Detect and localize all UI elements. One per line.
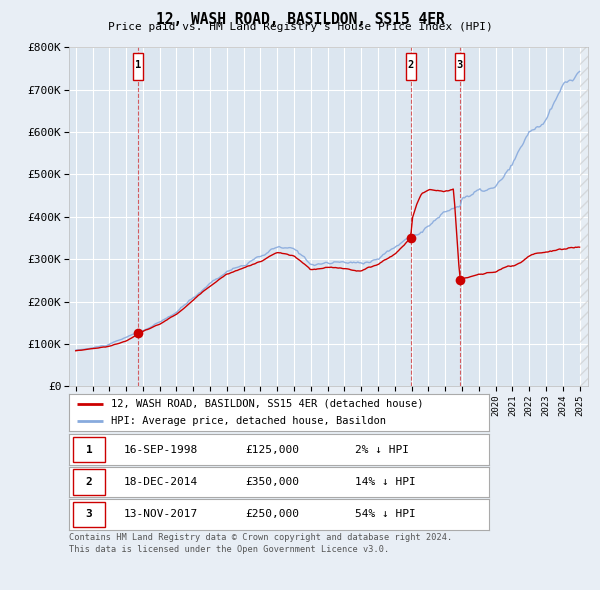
Text: 1: 1 (86, 445, 92, 454)
FancyBboxPatch shape (73, 502, 104, 527)
Text: £350,000: £350,000 (245, 477, 299, 487)
FancyBboxPatch shape (455, 53, 464, 80)
Text: 13-NOV-2017: 13-NOV-2017 (124, 510, 198, 519)
Text: 3: 3 (86, 510, 92, 519)
Text: 2: 2 (86, 477, 92, 487)
Text: £125,000: £125,000 (245, 445, 299, 454)
Text: £250,000: £250,000 (245, 510, 299, 519)
FancyBboxPatch shape (133, 53, 143, 80)
Text: 2% ↓ HPI: 2% ↓ HPI (355, 445, 409, 454)
FancyBboxPatch shape (73, 437, 104, 463)
Text: 2: 2 (408, 60, 414, 70)
Text: 54% ↓ HPI: 54% ↓ HPI (355, 510, 415, 519)
Text: 12, WASH ROAD, BASILDON, SS15 4ER (detached house): 12, WASH ROAD, BASILDON, SS15 4ER (detac… (111, 399, 424, 409)
Text: 12, WASH ROAD, BASILDON, SS15 4ER: 12, WASH ROAD, BASILDON, SS15 4ER (155, 12, 445, 27)
Text: Price paid vs. HM Land Registry's House Price Index (HPI): Price paid vs. HM Land Registry's House … (107, 22, 493, 32)
Text: HPI: Average price, detached house, Basildon: HPI: Average price, detached house, Basi… (111, 416, 386, 426)
Text: 14% ↓ HPI: 14% ↓ HPI (355, 477, 415, 487)
Text: This data is licensed under the Open Government Licence v3.0.: This data is licensed under the Open Gov… (69, 545, 389, 553)
Text: 3: 3 (457, 60, 463, 70)
Text: 16-SEP-1998: 16-SEP-1998 (124, 445, 198, 454)
FancyBboxPatch shape (73, 469, 104, 495)
Text: 18-DEC-2014: 18-DEC-2014 (124, 477, 198, 487)
FancyBboxPatch shape (406, 53, 416, 80)
Text: 1: 1 (135, 60, 141, 70)
Text: Contains HM Land Registry data © Crown copyright and database right 2024.: Contains HM Land Registry data © Crown c… (69, 533, 452, 542)
